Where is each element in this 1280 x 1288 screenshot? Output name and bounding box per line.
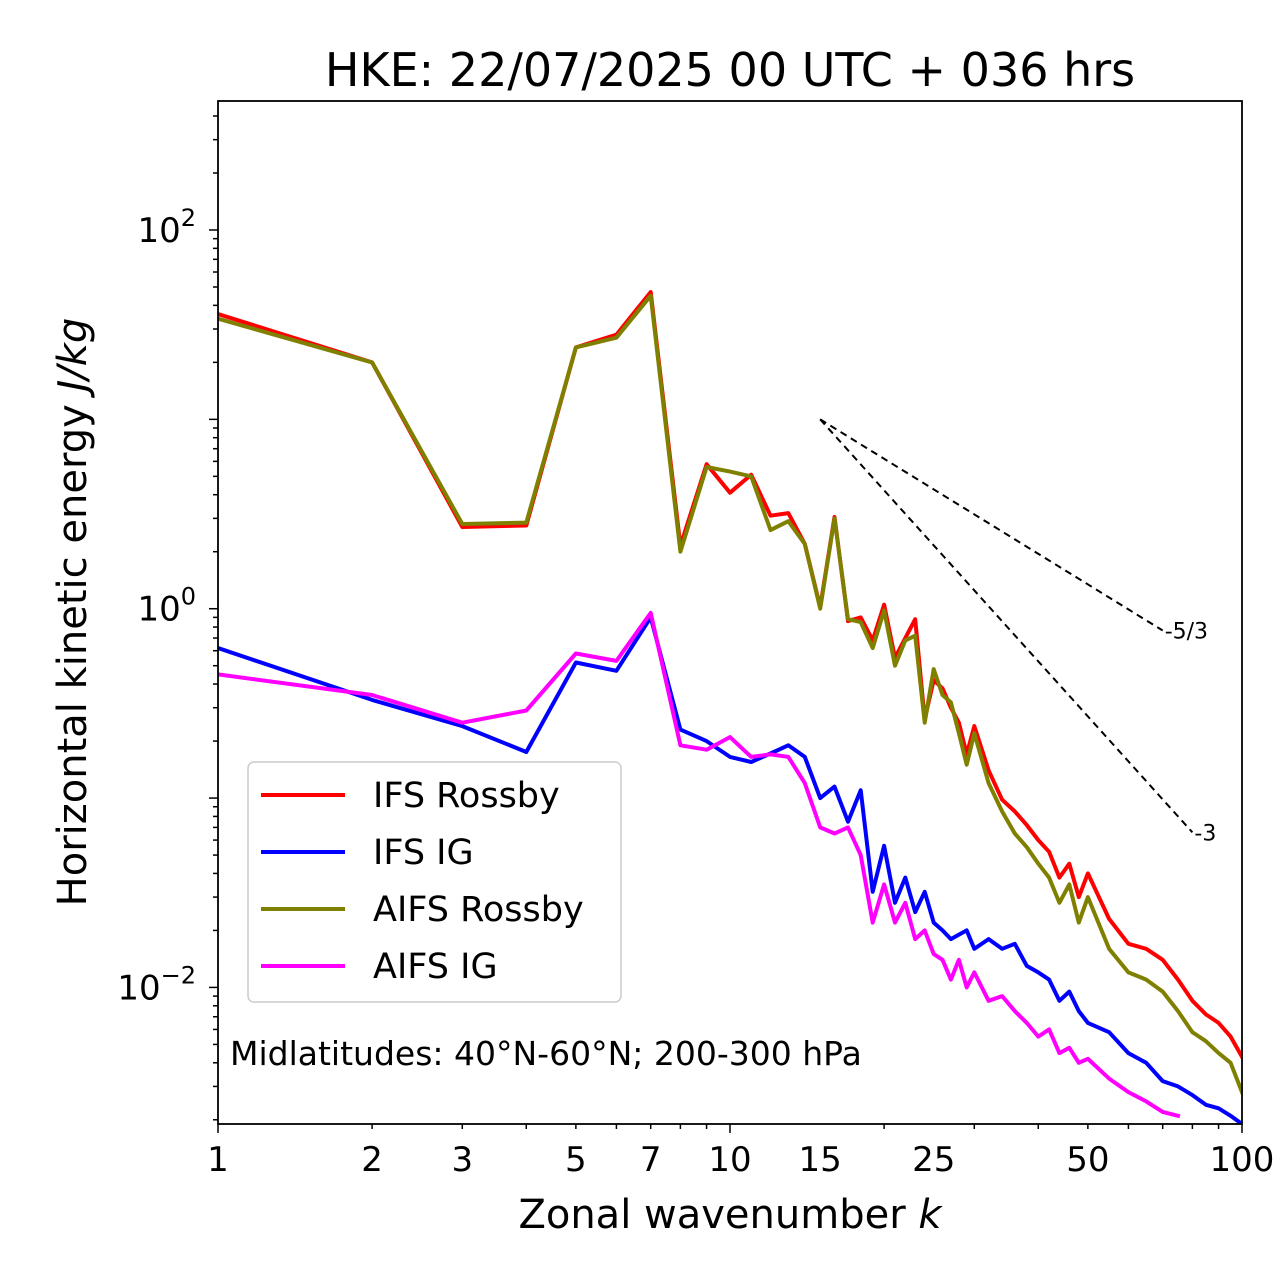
- x-tick-label: 25: [912, 1140, 955, 1180]
- x-tick-label: 15: [799, 1140, 842, 1180]
- x-tick-label: 3: [451, 1140, 473, 1180]
- reference-lines: [819, 418, 1194, 834]
- y-axis-label: Horizontal kinetic energy J/kg: [50, 318, 96, 907]
- region-annotation: Midlatitudes: 40°N-60°N; 200-300 hPa: [230, 1034, 862, 1073]
- x-tick-label: 1: [207, 1140, 229, 1180]
- legend-label: IFS Rossby: [373, 776, 560, 816]
- series-line-ifs-ig: [218, 615, 1242, 1124]
- legend-label: IFS IG: [373, 833, 474, 873]
- series-lines: [218, 290, 1242, 1124]
- legend-box: [247, 761, 622, 1003]
- chart-title: HKE: 22/07/2025 00 UTC + 036 hrs: [325, 43, 1135, 97]
- reference-line-label: -3: [1194, 821, 1216, 846]
- x-axis-ticks: 1 2 3 5 7 10 15 25 50 100: [207, 1124, 1274, 1180]
- legend-label: AIFS IG: [373, 947, 498, 987]
- x-tick-label: 100: [1210, 1140, 1275, 1180]
- series-line-aifs-rossby: [218, 293, 1242, 1095]
- reference-line-minus-3: [819, 418, 1194, 834]
- series-line-aifs-ig: [218, 610, 1181, 1119]
- legend-label: AIFS Rossby: [373, 890, 584, 930]
- y-axis-ticks: 102 100 10−2: [117, 115, 218, 1121]
- x-tick-label: 7: [640, 1140, 662, 1180]
- x-tick-label: 2: [361, 1140, 383, 1180]
- y-tick-label: 10−2: [117, 961, 196, 1008]
- y-tick-label: 102: [137, 204, 196, 251]
- x-axis-label: Zonal wavenumber k: [518, 1192, 943, 1238]
- x-tick-label: 10: [708, 1140, 751, 1180]
- reference-line-label: -5/3: [1165, 619, 1208, 644]
- x-tick-label: 5: [565, 1140, 587, 1180]
- legend: IFS Rossby IFS IG AIFS Rossby AIFS IG: [247, 761, 622, 1003]
- y-tick-label: 100: [137, 583, 196, 630]
- reference-line-labels: -5/3 -3: [1165, 619, 1217, 846]
- x-tick-label: 50: [1066, 1140, 1109, 1180]
